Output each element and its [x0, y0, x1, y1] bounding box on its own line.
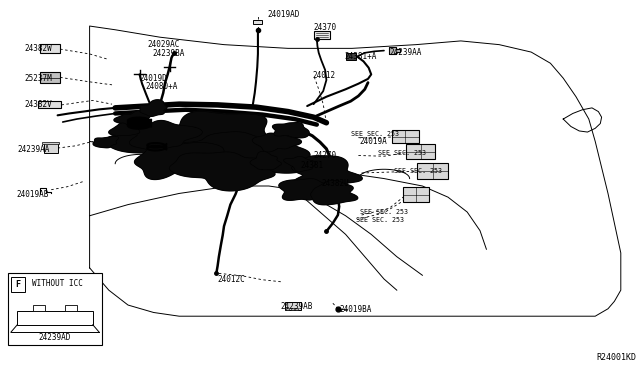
Polygon shape	[129, 121, 202, 151]
Bar	[286, 308, 289, 310]
Text: 24239AD: 24239AD	[39, 333, 71, 342]
Bar	[346, 53, 356, 60]
Polygon shape	[279, 179, 339, 200]
Bar	[44, 143, 58, 153]
Bar	[65, 305, 77, 311]
Text: 24239AA: 24239AA	[18, 145, 51, 154]
Text: 24381: 24381	[301, 161, 324, 170]
Bar	[40, 44, 60, 53]
Bar	[17, 311, 93, 325]
Bar	[40, 72, 60, 83]
Bar	[295, 308, 298, 310]
Text: 24019AD: 24019AD	[268, 10, 300, 19]
Polygon shape	[105, 111, 270, 165]
Polygon shape	[250, 151, 282, 170]
Text: 24382W: 24382W	[24, 44, 52, 53]
Bar	[11, 277, 25, 292]
Text: 24012C: 24012C	[218, 275, 245, 284]
Text: 24080+A: 24080+A	[146, 82, 179, 91]
Polygon shape	[109, 123, 140, 136]
Text: WITHOUT ICC: WITHOUT ICC	[32, 279, 83, 288]
Text: SEE SEC. 253: SEE SEC. 253	[351, 131, 399, 137]
Polygon shape	[292, 156, 362, 195]
Polygon shape	[284, 156, 316, 171]
Polygon shape	[273, 123, 309, 138]
Text: 24012: 24012	[312, 71, 335, 80]
Text: 24239AA: 24239AA	[389, 48, 422, 57]
Bar	[253, 20, 262, 24]
Text: 24019BA: 24019BA	[339, 305, 372, 314]
Text: 24370: 24370	[314, 23, 337, 32]
Polygon shape	[93, 136, 118, 148]
Text: 24029AC: 24029AC	[147, 40, 180, 49]
Text: SEE SEC. 253: SEE SEC. 253	[394, 168, 442, 174]
Text: 24381+A: 24381+A	[344, 52, 377, 61]
Text: R24001KD: R24001KD	[596, 353, 637, 362]
Text: SEE SEC. 253: SEE SEC. 253	[378, 150, 426, 156]
Bar	[406, 144, 435, 159]
Text: 24382U: 24382U	[321, 179, 349, 187]
Bar	[291, 308, 294, 310]
Bar	[417, 163, 448, 179]
Bar	[33, 305, 45, 311]
Bar	[42, 142, 59, 144]
Polygon shape	[140, 100, 167, 116]
Polygon shape	[169, 152, 275, 191]
Bar	[392, 130, 419, 143]
Text: 24019A: 24019A	[360, 137, 387, 146]
Bar	[8, 273, 102, 345]
Text: SEE SEC. 253: SEE SEC. 253	[360, 209, 408, 215]
Polygon shape	[114, 111, 150, 126]
Bar	[38, 101, 61, 108]
Polygon shape	[167, 132, 310, 173]
Polygon shape	[310, 180, 358, 205]
Text: 24019D: 24019D	[140, 74, 167, 83]
Bar	[314, 31, 330, 39]
Text: F: F	[15, 280, 20, 289]
Polygon shape	[252, 133, 301, 152]
Text: 24270: 24270	[314, 151, 337, 160]
Text: 24239BA: 24239BA	[152, 49, 185, 58]
Text: 24019AB: 24019AB	[16, 190, 49, 199]
Polygon shape	[389, 46, 400, 54]
Text: 25237M: 25237M	[24, 74, 52, 83]
Polygon shape	[134, 141, 225, 179]
Bar	[285, 302, 301, 310]
Text: 24239AB: 24239AB	[280, 302, 313, 311]
Text: 24382V: 24382V	[24, 100, 52, 109]
Text: SEE SEC. 253: SEE SEC. 253	[356, 217, 404, 223]
Bar	[403, 187, 429, 202]
